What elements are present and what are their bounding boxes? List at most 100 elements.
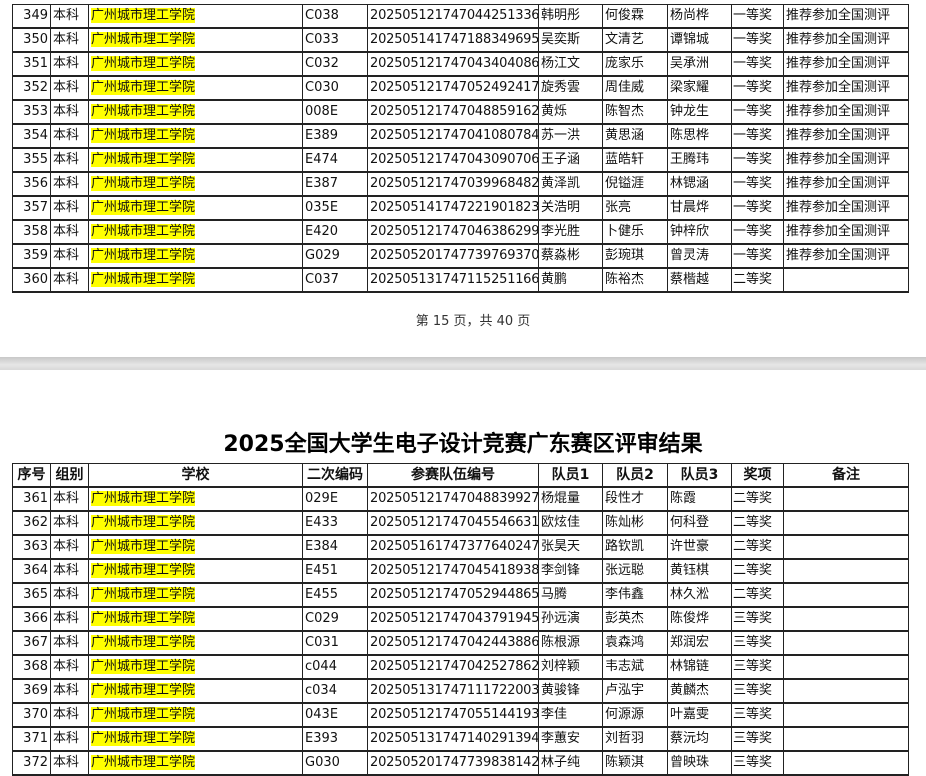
secondary-code-cell: 008E (302, 99, 368, 125)
member-2-cell: 韦志斌 (602, 654, 668, 680)
member-2-cell: 卢泓宇 (602, 678, 668, 704)
secondary-code-cell: E387 (302, 171, 368, 197)
secondary-code-cell: C032 (302, 51, 368, 77)
member-1-cell: 蔡淼彬 (538, 243, 603, 269)
table-row: 355 本科 广州城市理工学院 E474 2025051217470430907 06 王… (12, 147, 909, 173)
member-1-cell: 马腾 (538, 582, 603, 608)
school-name-highlighted: 广州城市理工学院 (91, 707, 196, 722)
team-id-cell: 2025051417471883496 95 (367, 27, 539, 53)
group-cell: 本科 (50, 27, 89, 53)
team-id-cell: 2025051217470463862 99 (367, 219, 539, 245)
school-name-highlighted: 广州城市理工学院 (91, 683, 196, 698)
team-id-cell: 2025051217470551441 93 (367, 702, 539, 728)
member-2-cell: 陈智杰 (602, 99, 668, 125)
member-3-cell: 蔡沅均 (667, 726, 732, 752)
school-name-highlighted: 广州城市理工学院 (91, 659, 196, 674)
results-table-page-16: 序号 组别 学校 二次编码 参赛队伍编号 队员1 队员2 队员3 奖项 备注 361 本科 广州城市理… (12, 463, 909, 776)
header-group: 组别 (50, 463, 89, 488)
school-cell: 广州城市理工学院 (88, 606, 303, 632)
school-name-highlighted: 广州城市理工学院 (91, 248, 196, 263)
table-row: 369 本科 广州城市理工学院 c034 2025051317471117220 03 黄… (12, 678, 909, 704)
remark-cell (783, 726, 909, 752)
member-1-cell: 黄鹏 (538, 267, 603, 293)
member-1-cell: 杨焜量 (538, 486, 603, 512)
member-2-cell: 何源源 (602, 702, 668, 728)
table-row: 368 本科 广州城市理工学院 c044 2025051217470425278 62 刘… (12, 654, 909, 680)
secondary-code-cell: C037 (302, 267, 368, 293)
school-cell: 广州城市理工学院 (88, 702, 303, 728)
team-id-cell: 2025051217470410807 84 (367, 123, 539, 149)
team-id-cell: 2025051217470437919 45 (367, 606, 539, 632)
school-cell: 广州城市理工学院 (88, 654, 303, 680)
header-secondary-code: 二次编码 (302, 463, 368, 488)
secondary-code-cell: E451 (302, 558, 368, 584)
header-member-1: 队员1 (538, 463, 603, 488)
member-1-cell: 苏一洪 (538, 123, 603, 149)
group-cell: 本科 (50, 726, 89, 752)
school-name-highlighted: 广州城市理工学院 (91, 32, 196, 47)
school-cell: 广州城市理工学院 (88, 99, 303, 125)
school-name-highlighted: 广州城市理工学院 (91, 491, 196, 506)
award-cell: 二等奖 (731, 534, 784, 560)
award-cell: 一等奖 (731, 147, 784, 173)
row-number-cell: 367 (12, 630, 51, 656)
remark-cell (783, 510, 909, 536)
team-id-cell: 2025051317471402913 94 (367, 726, 539, 752)
school-name-highlighted: 广州城市理工学院 (91, 152, 196, 167)
member-1-cell: 孙远演 (538, 606, 603, 632)
secondary-code-cell: G030 (302, 750, 368, 776)
group-cell: 本科 (50, 582, 89, 608)
remark-cell (783, 558, 909, 584)
member-1-cell: 关浩明 (538, 195, 603, 221)
remark-cell: 推荐参加全国测评 (783, 75, 909, 101)
member-3-cell: 王腾玮 (667, 147, 732, 173)
table-row: 352 本科 广州城市理工学院 C030 2025051217470524924 17 旋… (12, 75, 909, 101)
school-name-highlighted: 广州城市理工学院 (91, 563, 196, 578)
secondary-code-cell: C038 (302, 4, 368, 29)
member-2-cell: 何俊霖 (602, 4, 668, 29)
secondary-code-cell: E393 (302, 726, 368, 752)
header-school: 学校 (88, 463, 303, 488)
member-1-cell: 张昊天 (538, 534, 603, 560)
group-cell: 本科 (50, 123, 89, 149)
member-2-cell: 段性才 (602, 486, 668, 512)
secondary-code-cell: E420 (302, 219, 368, 245)
team-id-cell: 2025051217470488591 62 (367, 99, 539, 125)
school-name-highlighted: 广州城市理工学院 (91, 8, 196, 23)
award-cell: 二等奖 (731, 267, 784, 293)
header-member-3: 队员3 (667, 463, 732, 488)
member-3-cell: 蔡楷越 (667, 267, 732, 293)
remark-cell (783, 606, 909, 632)
remark-cell (783, 630, 909, 656)
team-id-cell: 2025051317471117220 03 (367, 678, 539, 704)
team-id-cell: 2025051217470430907 06 (367, 147, 539, 173)
member-2-cell: 庞家乐 (602, 51, 668, 77)
member-2-cell: 陈裕杰 (602, 267, 668, 293)
table-row: 363 本科 广州城市理工学院 E384 2025051617473776402 47 张… (12, 534, 909, 560)
team-id-cell: 2025052017477397693 70 (367, 243, 539, 269)
member-1-cell: 李光胜 (538, 219, 603, 245)
member-1-cell: 李佳 (538, 702, 603, 728)
remark-cell (783, 582, 909, 608)
header-team-id: 参赛队伍编号 (367, 463, 539, 488)
remark-cell: 推荐参加全国测评 (783, 51, 909, 77)
award-cell: 一等奖 (731, 171, 784, 197)
award-cell: 二等奖 (731, 582, 784, 608)
group-cell: 本科 (50, 171, 89, 197)
team-id-cell: 2025051217470454189 38 (367, 558, 539, 584)
member-1-cell: 吴奕斯 (538, 27, 603, 53)
member-3-cell: 郑润宏 (667, 630, 732, 656)
document-page-16: 2025全国大学生电子设计竞赛广东赛区评审结果 序号 组别 学校 二次编码 参赛队伍编号… (0, 370, 926, 776)
group-cell: 本科 (50, 195, 89, 221)
group-cell: 本科 (50, 750, 89, 776)
award-cell: 三等奖 (731, 630, 784, 656)
team-id-cell: 2025051217470424438 86 (367, 630, 539, 656)
remark-cell: 推荐参加全国测评 (783, 243, 909, 269)
table-row: 354 本科 广州城市理工学院 E389 2025051217470410807 84 苏… (12, 123, 909, 149)
page-footer: 第 15 页，共 40 页 (415, 314, 531, 329)
row-number-cell: 354 (12, 123, 51, 149)
school-name-highlighted: 广州城市理工学院 (91, 200, 196, 215)
school-cell: 广州城市理工学院 (88, 267, 303, 293)
member-1-cell: 林子纯 (538, 750, 603, 776)
member-3-cell: 杨尚桦 (667, 4, 732, 29)
